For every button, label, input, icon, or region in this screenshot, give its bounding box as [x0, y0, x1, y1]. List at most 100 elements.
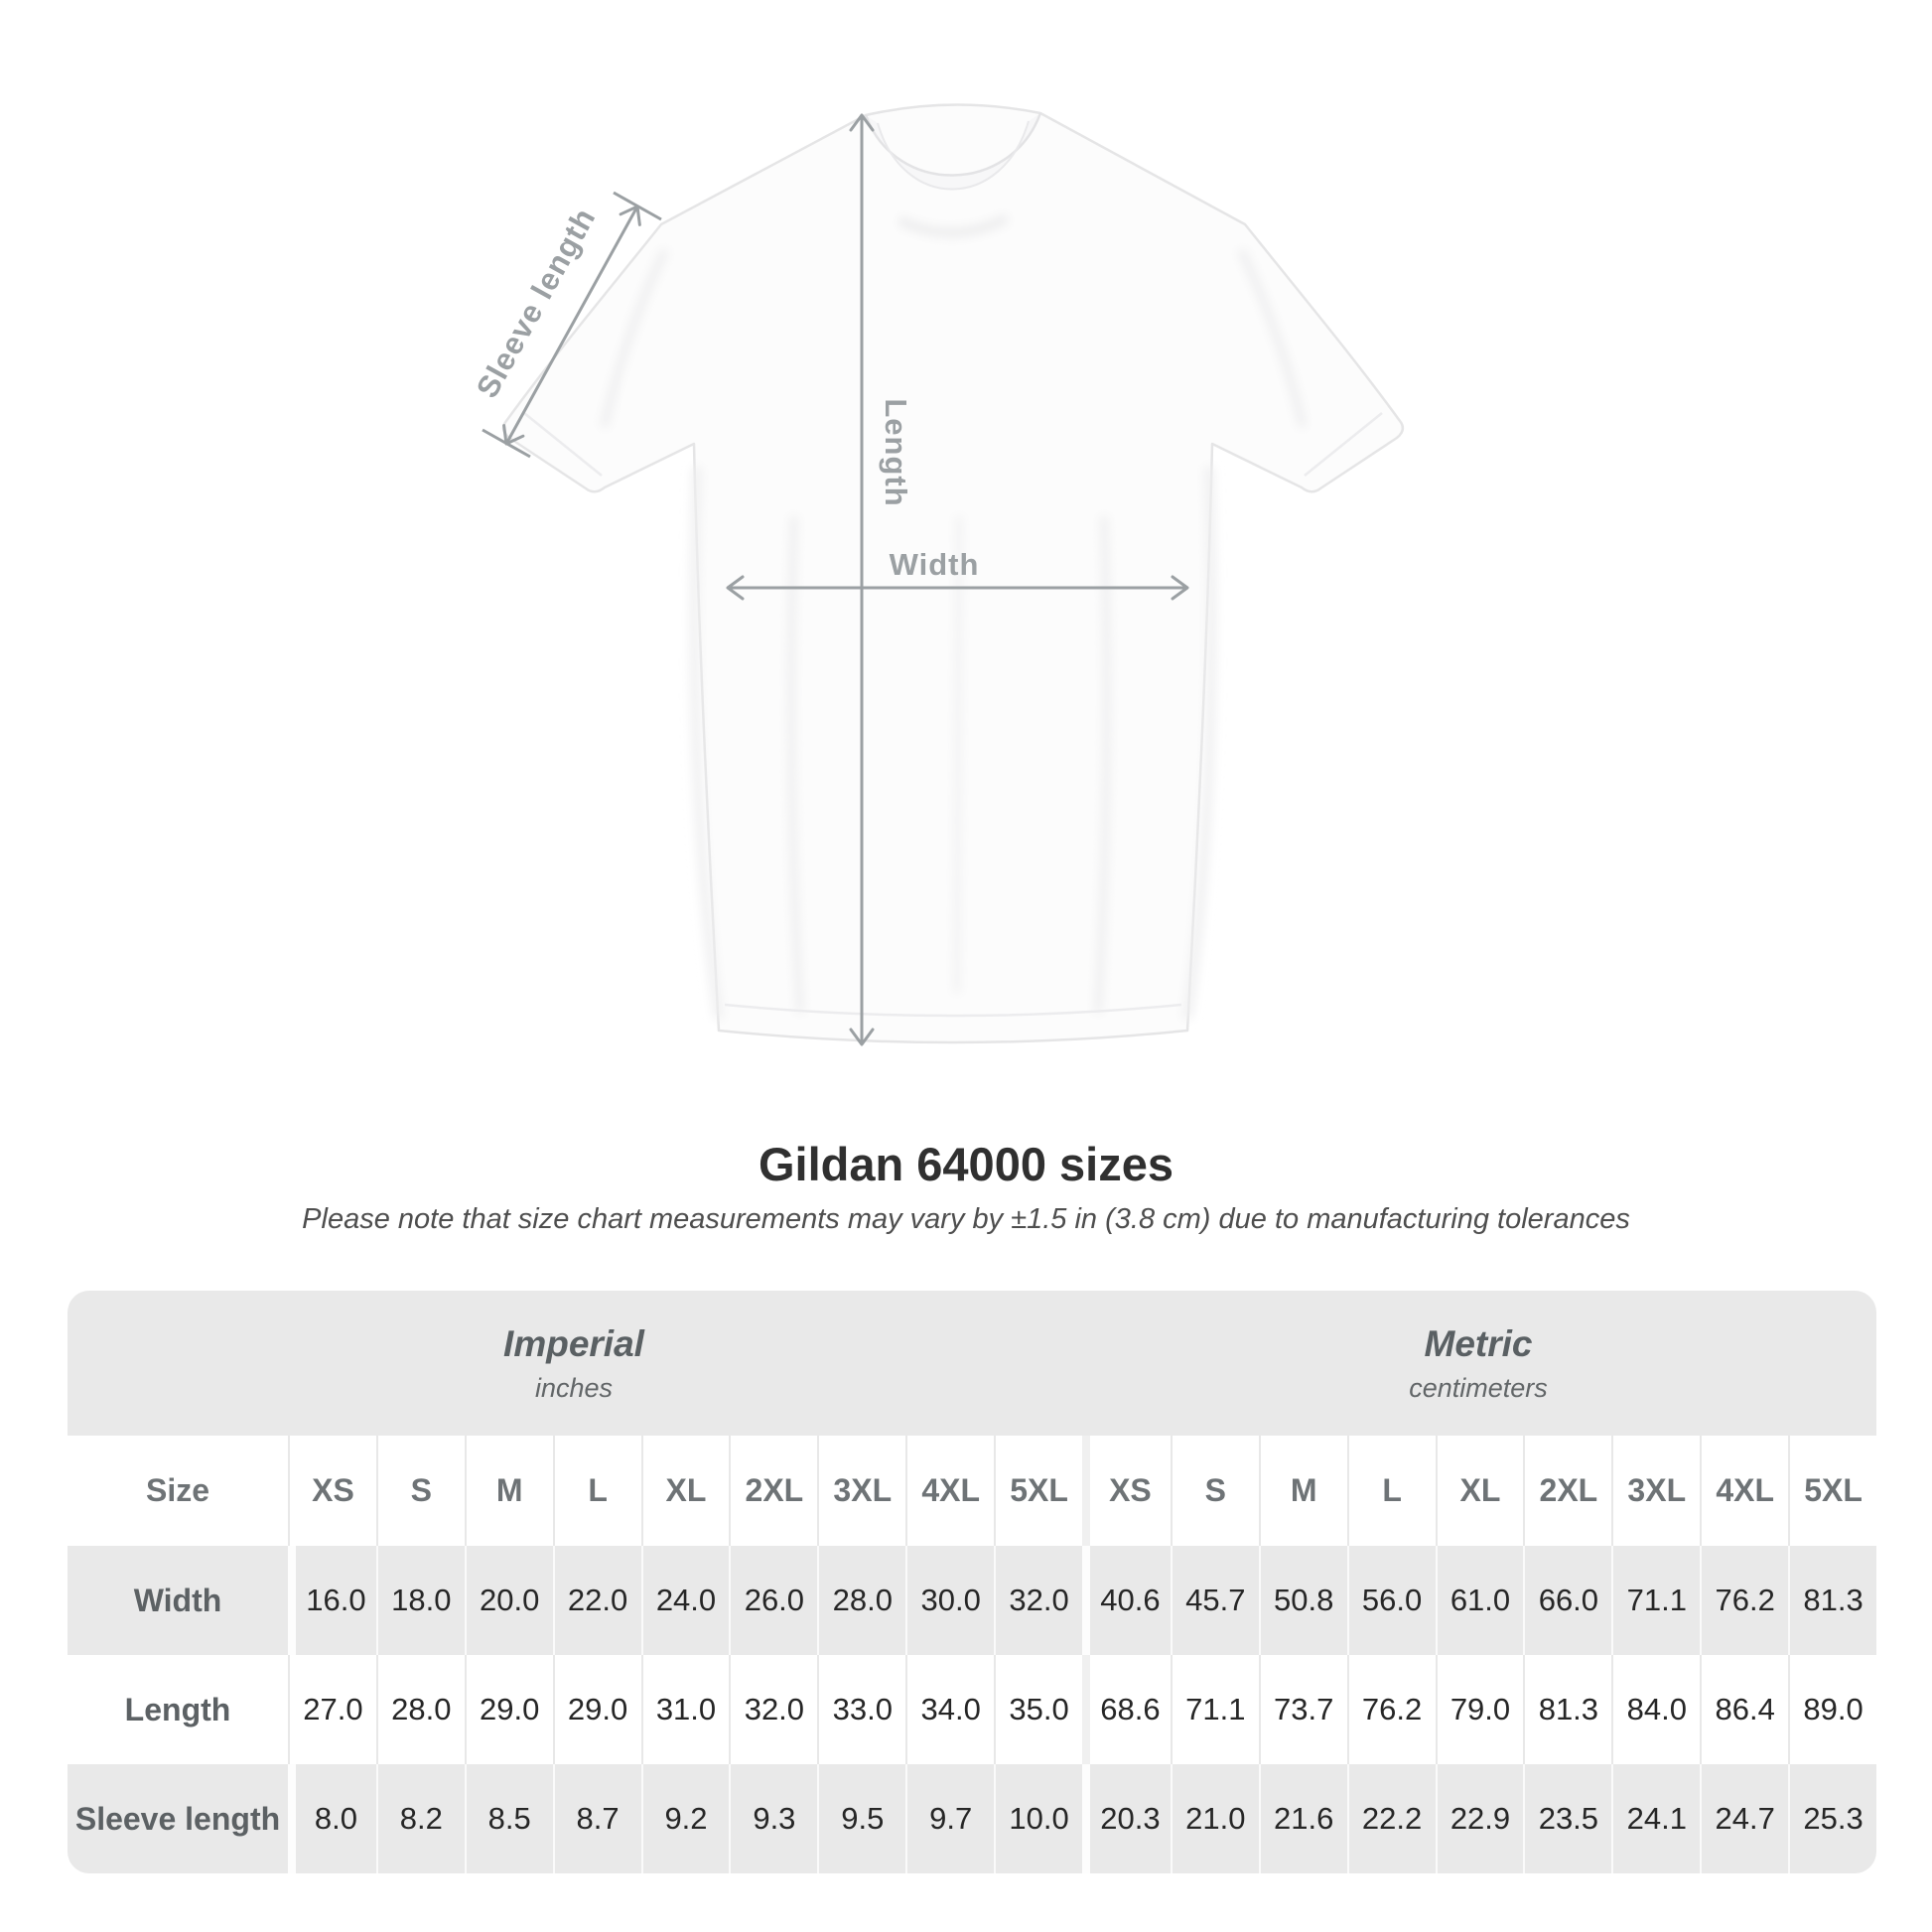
width-metric-4xl: 76.2	[1700, 1546, 1788, 1655]
tshirt-size-diagram: Sleeve length Length Width	[470, 103, 1405, 1046]
size-imperial-m: M	[464, 1436, 553, 1546]
width-metric-l: 56.0	[1346, 1546, 1436, 1655]
length-imperial-xs: 27.0	[288, 1655, 376, 1764]
length-metric-m: 73.7	[1258, 1655, 1347, 1764]
length-metric-3xl: 84.0	[1611, 1655, 1700, 1764]
sleeve-imperial-m: 8.5	[464, 1764, 553, 1873]
width-imperial-xs: 16.0	[288, 1546, 376, 1655]
sleeve-imperial-xs: 8.0	[288, 1764, 376, 1873]
width-imperial-4xl: 30.0	[905, 1546, 994, 1655]
length-row: Length 27.0 28.0 29.0 29.0 31.0 32.0 33.…	[68, 1655, 1876, 1764]
length-imperial-3xl: 33.0	[817, 1655, 905, 1764]
size-imperial-s: S	[375, 1436, 465, 1546]
length-metric-s: 71.1	[1170, 1655, 1259, 1764]
width-metric-s: 45.7	[1170, 1546, 1259, 1655]
size-imperial-2xl: 2XL	[729, 1436, 817, 1546]
width-row: Width 16.0 18.0 20.0 22.0 24.0 26.0 28.0…	[68, 1546, 1876, 1655]
sleeve-metric-m: 21.6	[1258, 1764, 1347, 1873]
length-row-label: Length	[124, 1691, 231, 1727]
size-imperial-3xl: 3XL	[817, 1436, 905, 1546]
width-label: Width	[890, 547, 980, 582]
length-imperial-s: 28.0	[375, 1655, 465, 1764]
sleeve-imperial-3xl: 9.5	[817, 1764, 905, 1873]
size-metric-l: L	[1346, 1436, 1436, 1546]
length-imperial-xl: 31.0	[640, 1655, 730, 1764]
length-imperial-2xl: 32.0	[729, 1655, 817, 1764]
sleeve-metric-4xl: 24.7	[1700, 1764, 1788, 1873]
sleeve-metric-l: 22.2	[1346, 1764, 1436, 1873]
collar-band	[866, 113, 1040, 190]
sleeve-imperial-5xl: 10.0	[994, 1764, 1082, 1873]
size-metric-m: M	[1258, 1436, 1347, 1546]
size-column-label: Size	[145, 1472, 210, 1508]
width-row-label: Width	[133, 1582, 222, 1618]
width-imperial-2xl: 26.0	[729, 1546, 817, 1655]
width-metric-xl: 61.0	[1435, 1546, 1524, 1655]
sleeve-imperial-xl: 9.2	[640, 1764, 730, 1873]
length-metric-4xl: 86.4	[1700, 1655, 1788, 1764]
sleeve-imperial-l: 8.7	[552, 1764, 641, 1873]
width-imperial-s: 18.0	[375, 1546, 465, 1655]
sleeve-metric-s: 21.0	[1170, 1764, 1259, 1873]
metric-group-unit: centimeters	[1409, 1372, 1548, 1403]
width-metric-5xl: 81.3	[1788, 1546, 1876, 1655]
size-chart-table: Imperial inches Metric centimeters Size …	[68, 1291, 1876, 1873]
fabric-folds	[600, 213, 1307, 1020]
size-imperial-5xl: 5XL	[994, 1436, 1082, 1546]
page-title: Gildan 64000 sizes	[758, 1138, 1174, 1190]
width-imperial-xl: 24.0	[640, 1546, 730, 1655]
metric-group-name: Metric	[1424, 1322, 1533, 1364]
width-metric-xs: 40.6	[1081, 1546, 1171, 1655]
size-metric-2xl: 2XL	[1523, 1436, 1611, 1546]
width-metric-2xl: 66.0	[1523, 1546, 1611, 1655]
length-metric-2xl: 81.3	[1523, 1655, 1611, 1764]
size-metric-s: S	[1170, 1436, 1259, 1546]
size-metric-3xl: 3XL	[1611, 1436, 1700, 1546]
sleeve-length-row: Sleeve length 8.0 8.2 8.5 8.7 9.2 9.3 9.…	[68, 1764, 1876, 1873]
metric-group-header: Metric centimeters	[1080, 1291, 1876, 1436]
sleeve-arrow-end-tick	[482, 428, 531, 459]
width-imperial-m: 20.0	[464, 1546, 553, 1655]
length-imperial-m: 29.0	[464, 1655, 553, 1764]
imperial-group-name: Imperial	[503, 1322, 644, 1364]
length-imperial-5xl: 35.0	[994, 1655, 1082, 1764]
size-imperial-4xl: 4XL	[905, 1436, 994, 1546]
size-metric-xl: XL	[1435, 1436, 1524, 1546]
length-imperial-l: 29.0	[552, 1655, 641, 1764]
sleeve-arrow-start-tick	[613, 191, 662, 221]
sleeve-row-label: Sleeve length	[74, 1800, 281, 1837]
sleeve-metric-5xl: 25.3	[1788, 1764, 1876, 1873]
sleeve-metric-xs: 20.3	[1081, 1764, 1171, 1873]
length-metric-xl: 79.0	[1435, 1655, 1524, 1764]
sleeve-imperial-s: 8.2	[375, 1764, 465, 1873]
size-imperial-l: L	[552, 1436, 641, 1546]
size-metric-5xl: 5XL	[1788, 1436, 1876, 1546]
width-imperial-l: 22.0	[552, 1546, 641, 1655]
length-imperial-4xl: 34.0	[905, 1655, 994, 1764]
width-metric-m: 50.8	[1258, 1546, 1347, 1655]
sleeve-imperial-2xl: 9.3	[729, 1764, 817, 1873]
length-label: Length	[879, 398, 913, 506]
sleeve-imperial-4xl: 9.7	[905, 1764, 994, 1873]
tolerance-note: Please note that size chart measurements…	[302, 1203, 1630, 1235]
width-metric-3xl: 71.1	[1611, 1546, 1700, 1655]
length-metric-xs: 68.6	[1081, 1655, 1171, 1764]
dimension-lines	[482, 113, 1189, 1046]
imperial-group-header: Imperial inches	[68, 1291, 1080, 1436]
size-metric-4xl: 4XL	[1700, 1436, 1788, 1546]
imperial-group-unit: inches	[534, 1372, 614, 1403]
sleeve-metric-xl: 22.9	[1435, 1764, 1524, 1873]
tshirt-illustration	[501, 103, 1405, 1044]
size-header-row: Size XS S M L XL 2XL 3XL 4XL 5XL XS S M …	[68, 1436, 1876, 1546]
size-imperial-xl: XL	[640, 1436, 730, 1546]
width-imperial-5xl: 32.0	[994, 1546, 1082, 1655]
size-metric-xs: XS	[1081, 1436, 1171, 1546]
size-imperial-xs: XS	[288, 1436, 376, 1546]
unit-group-header: Imperial inches Metric centimeters	[68, 1291, 1876, 1436]
sleeve-length-arrow	[502, 205, 641, 446]
width-imperial-3xl: 28.0	[817, 1546, 905, 1655]
length-metric-5xl: 89.0	[1788, 1655, 1876, 1764]
length-metric-l: 76.2	[1346, 1655, 1436, 1764]
sleeve-metric-2xl: 23.5	[1523, 1764, 1611, 1873]
sleeve-metric-3xl: 24.1	[1611, 1764, 1700, 1873]
